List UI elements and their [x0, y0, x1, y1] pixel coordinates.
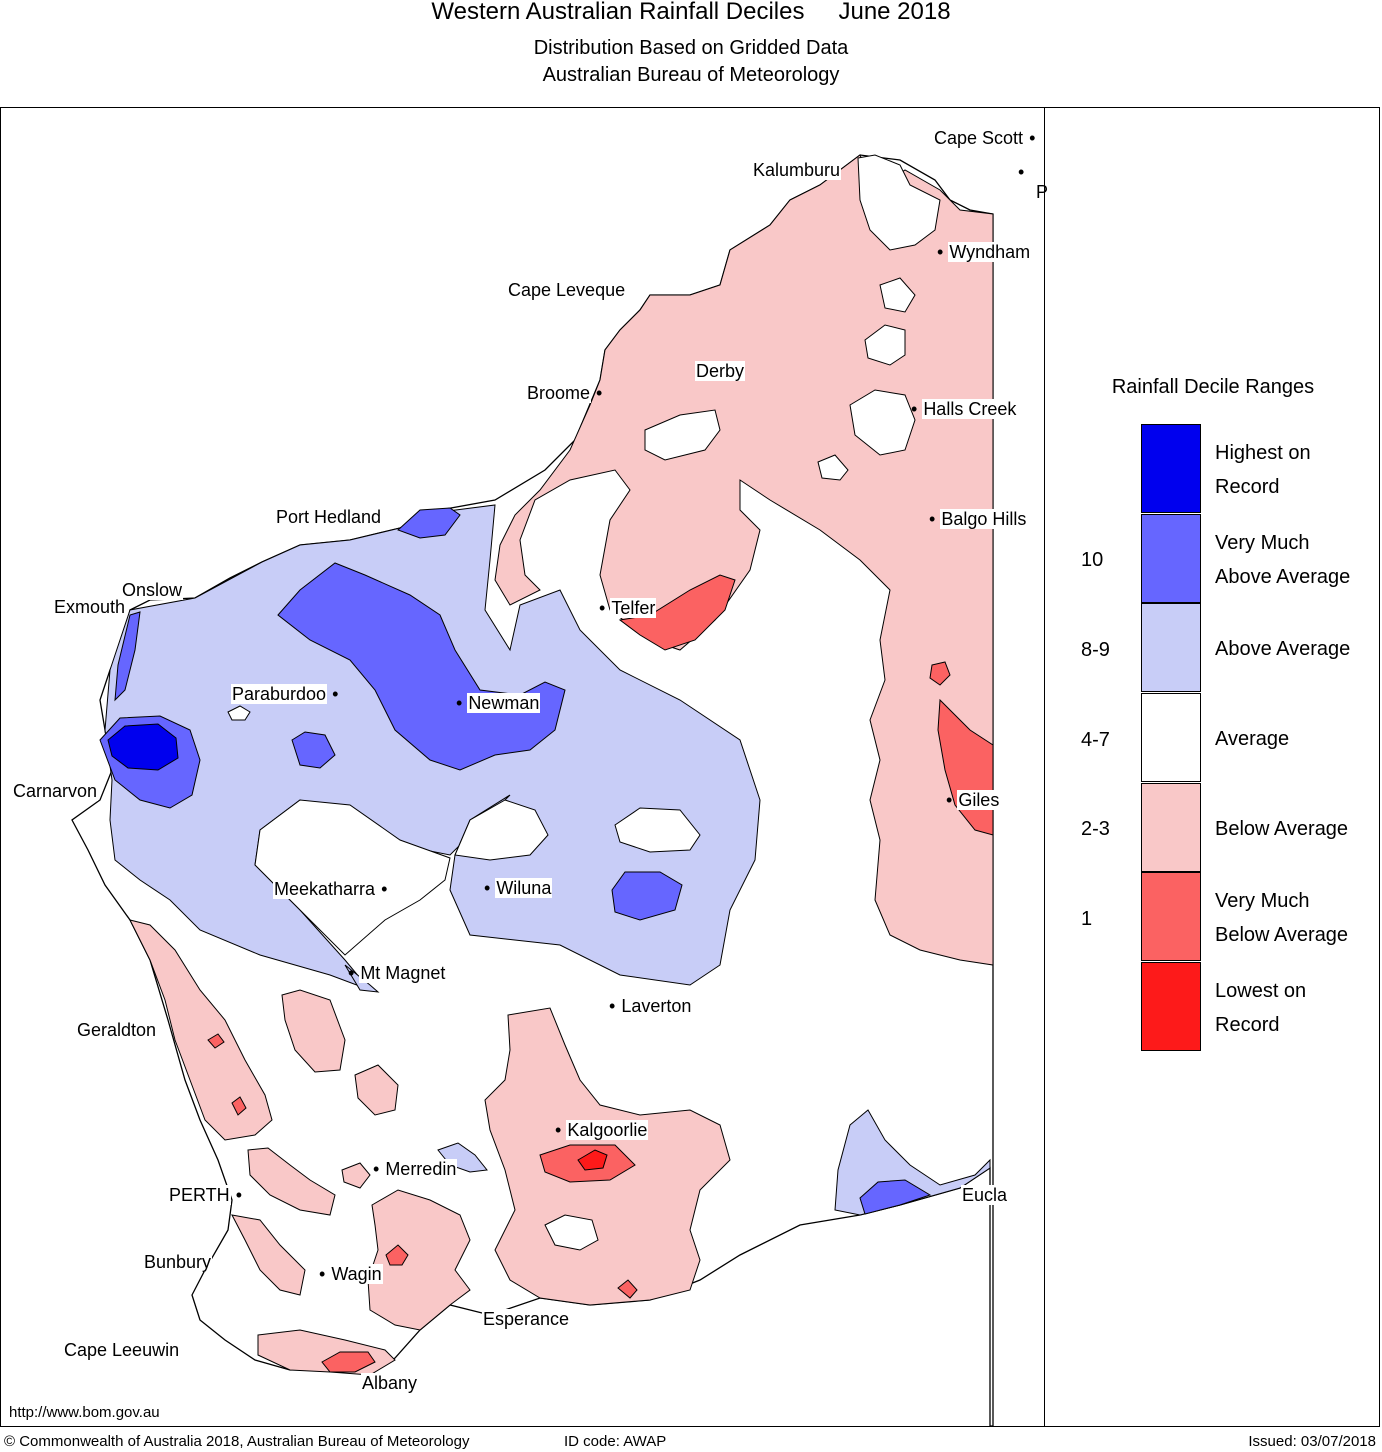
region-average-paraburdoo-hole	[227, 705, 251, 721]
place-halls-creek: • Halls Creek	[911, 399, 1018, 419]
region-average-north-kimberley	[857, 154, 941, 251]
region-lowest-kalgoorlie	[577, 1149, 608, 1171]
region-average-wiluna-hole	[454, 799, 549, 861]
region-below-average-bunbury	[231, 1214, 306, 1296]
legend-swatch-below	[1141, 783, 1201, 872]
place-esperance: Esperance	[482, 1309, 571, 1329]
footer-issued-date: Issued: 03/07/2018	[1248, 1433, 1376, 1450]
place-onslow: Onslow	[121, 580, 184, 600]
place-cape-leeuwin: Cape Leeuwin	[63, 1340, 181, 1360]
region-average-kimberley-hole1	[644, 409, 721, 461]
region-average-kimberley-hole2	[849, 389, 916, 456]
place-laverton: • Laverton	[609, 996, 693, 1016]
place-bunbury: Bunbury	[143, 1252, 213, 1272]
legend-decile-10: 10	[1081, 549, 1104, 571]
legend-label-lowest: Lowest on Record	[1215, 980, 1307, 1036]
region-very-much-above-porthedland	[397, 507, 461, 539]
footer-id-code: ID code: AWAP	[564, 1433, 667, 1450]
region-below-average-wagin	[367, 1189, 471, 1331]
legend-label-highest: Highest on Record	[1215, 442, 1311, 498]
place-eucla: Eucla	[961, 1185, 1009, 1205]
legend-swatch-very-much-above	[1141, 514, 1201, 603]
place-kalumburu: Kalumburu	[752, 160, 842, 180]
legend-label-below: Below Average	[1215, 818, 1349, 840]
region-very-much-below-geraldton2	[231, 1096, 247, 1116]
place-albany: Albany	[361, 1373, 419, 1393]
region-highest-on-record	[107, 723, 179, 771]
region-average-kimberley-hole5	[817, 454, 849, 481]
region-very-much-below-telfer	[618, 574, 736, 651]
place-broome: Broome •	[526, 383, 603, 403]
region-average-kimberley-hole3	[864, 324, 906, 366]
place-perth: PERTH •	[168, 1185, 242, 1205]
legend-swatch-average	[1141, 693, 1201, 782]
region-very-much-above-east	[611, 871, 683, 921]
place-cape-leveque: Cape Leveque	[507, 280, 627, 300]
region-very-much-above-newman	[277, 562, 566, 771]
place-mt-magnet: • Mt Magnet	[348, 963, 447, 983]
place-carnarvon: Carnarvon	[12, 781, 99, 801]
legend-label-average: Average	[1215, 728, 1290, 750]
legend-swatch-above	[1141, 603, 1201, 692]
place-merredin: • Merredin	[373, 1159, 458, 1179]
region-below-average-geraldton	[129, 919, 273, 1141]
region-average-meekatharra	[254, 799, 451, 956]
place-giles: • Giles	[946, 790, 1001, 810]
region-average-kalgoorlie-hole	[544, 1214, 599, 1251]
region-below-average-merredin	[247, 1147, 336, 1216]
subtitle-agency: Australian Bureau of Meteorology	[542, 64, 840, 86]
legend-divider	[1044, 107, 1045, 1427]
title-text: Western Australian Rainfall Deciles	[431, 0, 805, 25]
region-very-much-above-eucla	[859, 1179, 932, 1215]
map-title: Western Australian Rainfall Deciles June …	[0, 0, 1382, 26]
legend-decile-1: 1	[1081, 908, 1093, 930]
footer-copyright: © Commonwealth of Australia 2018, Austra…	[4, 1433, 470, 1450]
place-meekatharra: Meekatharra •	[273, 879, 388, 899]
place-derby: Derby	[695, 361, 746, 381]
place-wiluna: • Wiluna	[484, 878, 553, 898]
region-very-much-below-geraldton1	[207, 1033, 225, 1049]
legend-swatch-lowest	[1141, 962, 1201, 1051]
region-below-average-central2	[354, 1064, 399, 1116]
region-very-much-above-exmouth	[114, 611, 141, 702]
place-exmouth: Exmouth	[53, 597, 127, 617]
legend-decile-8-9: 8-9	[1081, 639, 1110, 661]
place-wyndham: • Wyndham	[937, 242, 1032, 262]
place-kalgoorlie: • Kalgoorlie	[555, 1120, 649, 1140]
legend-label-very-much-below: Very Much Below Average	[1215, 890, 1349, 946]
region-very-much-below-giles-small	[929, 661, 951, 686]
place-geraldton: Geraldton	[76, 1020, 158, 1040]
region-average-east-hole	[614, 807, 701, 853]
place-p: • P	[1018, 162, 1049, 202]
place-telfer: • Telfer	[599, 598, 657, 618]
legend-swatch-highest	[1141, 424, 1201, 513]
subtitle-distribution: Distribution Based on Gridded Data	[533, 37, 849, 59]
region-below-average-central1	[281, 989, 346, 1073]
region-below-average-merredin-small	[341, 1162, 371, 1189]
legend-decile-4-7: 4-7	[1081, 729, 1110, 751]
region-very-much-below-albany	[321, 1351, 376, 1373]
place-port-hedland: Port Hedland	[275, 507, 383, 527]
region-very-much-below-wagin	[385, 1244, 409, 1266]
legend-label-very-much-above: Very Much Above Average	[1215, 532, 1351, 588]
footer: © Commonwealth of Australia 2018, Austra…	[0, 1427, 1382, 1452]
place-paraburdoo: Paraburdoo •	[231, 684, 339, 704]
title-period: June 2018	[838, 0, 951, 25]
legend-label-above: Above Average	[1215, 638, 1351, 660]
region-average-kimberley-hole4	[879, 277, 916, 313]
region-very-much-below-esperance	[617, 1279, 638, 1299]
legend-title: Rainfall Decile Ranges	[1111, 376, 1315, 398]
place-newman: • Newman	[456, 693, 541, 713]
place-wagin: • Wagin	[319, 1264, 383, 1284]
map-frame	[0, 107, 1380, 1427]
legend-decile-2-3: 2-3	[1081, 818, 1110, 840]
place-cape-scott: Cape Scott •	[933, 128, 1036, 148]
bom-url-link[interactable]: http://www.bom.gov.au	[9, 1404, 160, 1421]
region-very-much-above-west	[291, 731, 336, 769]
legend-swatch-very-much-below	[1141, 872, 1201, 961]
place-balgo-hills: • Balgo Hills	[929, 509, 1028, 529]
